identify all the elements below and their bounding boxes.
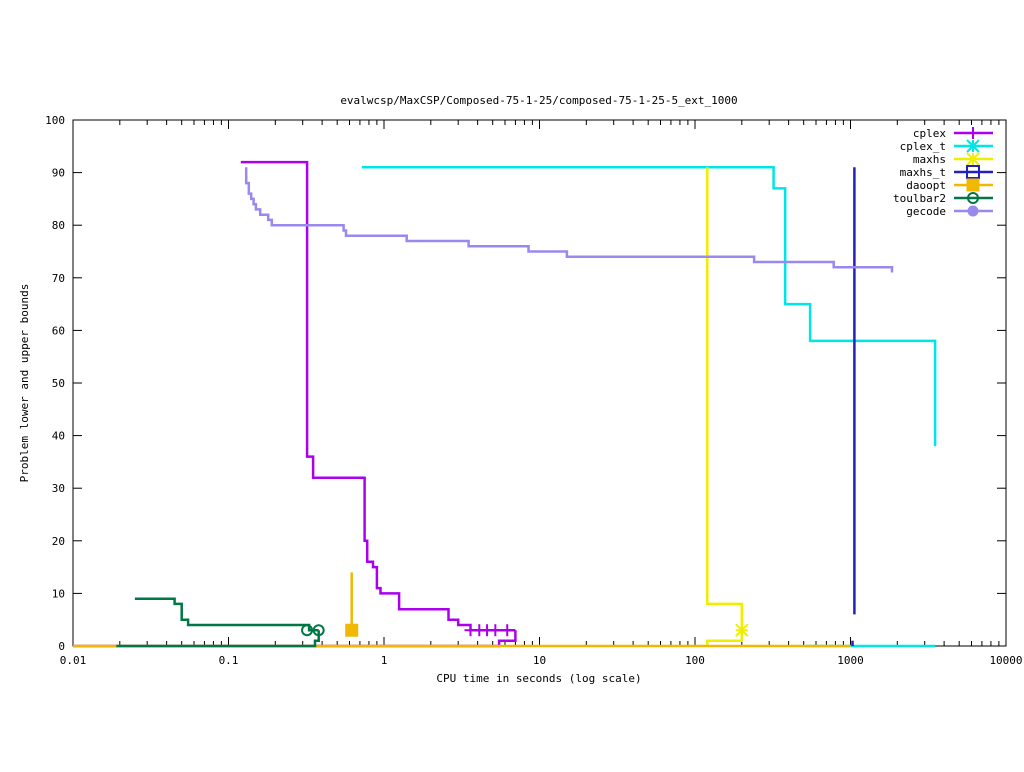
y-tick-label: 80 [52,219,65,232]
series-toulbar2 [116,597,325,648]
y-tick-label: 20 [52,535,65,548]
data-point [501,624,514,637]
y-tick-label: 100 [45,114,65,127]
plot-frame [72,119,1007,647]
y-tick-label: 50 [52,377,65,390]
lower-bound-line [116,630,320,648]
data-point [966,139,980,153]
series-cplex [73,160,517,648]
series-maxhs-t [851,167,856,646]
chart-title: evalwcsp/MaxCSP/Composed-75-1-25/compose… [340,94,737,107]
x-tick-label: 0.01 [60,654,87,667]
data-point [966,152,980,166]
series-maxhs [706,167,749,646]
x-tick-label: 1000 [837,654,864,667]
upper-bound-line [134,597,319,632]
data-point [735,623,749,637]
data-point [489,624,502,637]
y-tick-label: 40 [52,430,65,443]
y-tick-label: 90 [52,167,65,180]
y-tick-label: 70 [52,272,65,285]
series-gecode [244,167,894,273]
data-point [967,205,979,217]
data-point [301,624,314,637]
x-tick-label: 100 [685,654,705,667]
x-tick-label: 10 [533,654,546,667]
lower-bound-line [73,630,517,648]
y-tick-label: 10 [52,587,65,600]
legend-label: maxhs_t [900,166,946,179]
upper-bound-line [240,160,516,632]
legend-label: maxhs [913,153,946,166]
upper-bound-line [361,166,937,447]
data-point [345,623,359,637]
data-point [966,165,980,179]
legend-label: cplex_t [900,140,946,153]
series-cplex-t [361,166,937,648]
data-point [967,192,979,204]
legend-label: cplex [913,127,946,140]
lower-bound-line [706,630,744,646]
series-daoopt [73,572,851,648]
x-tick-label: 1 [381,654,388,667]
legend-label: gecode [906,205,946,218]
data-point [966,178,980,192]
upper-bound-line [244,167,894,273]
y-tick-label: 0 [58,640,65,653]
x-tick-label: 10000 [989,654,1022,667]
legend-label: daoopt [906,179,946,192]
x-axis-label: CPU time in seconds (log scale) [436,672,641,685]
upper-bound-line [706,167,744,631]
legend-label: toulbar2 [893,192,946,205]
y-tick-label: 30 [52,482,65,495]
y-tick-label: 60 [52,324,65,337]
data-point [312,624,325,637]
y-axis-label: Problem lower and upper bounds [18,284,31,483]
data-point [967,127,979,139]
x-tick-label: 0.1 [219,654,239,667]
